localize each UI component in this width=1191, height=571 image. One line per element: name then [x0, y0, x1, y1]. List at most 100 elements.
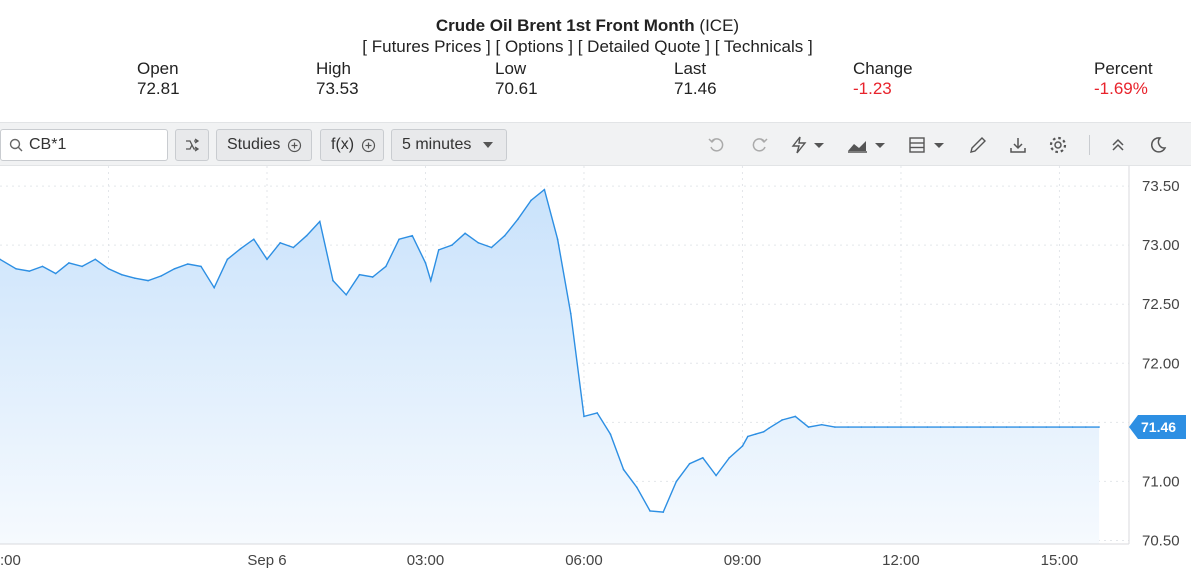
caret-down-icon — [483, 142, 494, 148]
redo-icon[interactable] — [747, 134, 771, 156]
price-point — [741, 445, 744, 447]
price-point — [385, 265, 387, 268]
stat-label: High — [316, 59, 351, 78]
price-point — [0, 258, 1, 261]
fx-label: f(x) — [331, 136, 355, 153]
price-area — [0, 189, 1100, 544]
price-point — [913, 426, 915, 428]
y-tick-label: 72.50 — [1142, 296, 1180, 313]
add-circle-icon — [361, 138, 376, 153]
price-point — [715, 474, 717, 477]
dark-mode-icon[interactable] — [1146, 134, 1170, 156]
price-point — [503, 234, 506, 237]
undo-icon[interactable] — [705, 134, 729, 156]
stat-label: Low — [495, 59, 527, 78]
price-point — [1005, 426, 1008, 428]
price-point — [1019, 426, 1021, 428]
detailed-quote-link[interactable]: Detailed Quote — [587, 37, 701, 56]
price-point — [543, 188, 546, 191]
price-point — [636, 486, 638, 489]
download-icon[interactable] — [1006, 134, 1030, 156]
last-price-tag: 71.46 — [1129, 415, 1186, 440]
last-price-tag-shape — [1129, 415, 1186, 440]
price-point — [464, 232, 466, 235]
interval-select[interactable]: 5 minutes — [391, 129, 507, 161]
price-point — [702, 456, 704, 459]
stat-percent: Percent -1.69% — [1094, 59, 1153, 99]
price-point — [371, 276, 374, 278]
gear-icon[interactable] — [1046, 134, 1070, 156]
stat-label: Open — [137, 59, 179, 78]
shuffle-icon — [184, 137, 200, 153]
fx-button[interactable]: f(x) — [320, 129, 384, 161]
last-price-label: 71.46 — [1141, 419, 1176, 435]
stat-value: 72.81 — [137, 79, 180, 98]
price-point — [437, 249, 440, 251]
price-point — [279, 241, 282, 244]
compare-button[interactable] — [175, 129, 209, 161]
price-point — [596, 412, 598, 414]
price-point — [966, 426, 968, 428]
stat-value: -1.69% — [1094, 79, 1148, 98]
price-point — [319, 220, 321, 223]
pencil-icon[interactable] — [966, 134, 990, 156]
studies-label: Studies — [227, 136, 281, 153]
price-point — [688, 462, 691, 465]
price-point — [847, 426, 849, 428]
price-point — [754, 433, 757, 435]
price-point — [186, 263, 189, 265]
price-point — [252, 238, 255, 241]
price-point — [762, 430, 765, 433]
price-point — [746, 435, 749, 438]
studies-button[interactable]: Studies — [216, 129, 312, 161]
stat-label: Last — [674, 59, 707, 78]
collapse-icon[interactable] — [1106, 134, 1130, 156]
chart-type-icon[interactable] — [845, 134, 887, 156]
price-point — [266, 258, 268, 261]
price-point — [490, 246, 493, 249]
price-point — [583, 415, 585, 418]
symbol-search[interactable] — [0, 129, 168, 161]
stat-change: Change -1.23 — [853, 59, 913, 99]
price-point — [15, 267, 17, 270]
stat-low: Low 70.61 — [495, 59, 538, 99]
price-point — [28, 270, 31, 272]
price-point — [820, 423, 823, 426]
price-point — [662, 511, 665, 513]
technicals-link[interactable]: Technicals — [723, 37, 804, 56]
price-point — [926, 426, 929, 428]
y-tick-label: 71.00 — [1142, 473, 1180, 490]
price-point — [794, 415, 797, 418]
price-point — [332, 279, 334, 282]
chart-title: Crude Oil Brent 1st Front Month (ICE) — [0, 16, 1175, 36]
price-point — [1085, 426, 1087, 428]
x-tick-label: 12:00 — [882, 552, 920, 569]
stat-value: 71.46 — [674, 79, 717, 98]
templates-icon[interactable] — [906, 134, 948, 156]
options-link[interactable]: Options — [504, 37, 564, 56]
instrument-name: Crude Oil Brent 1st Front Month — [435, 16, 695, 35]
x-tick-label: 06:00 — [565, 552, 603, 569]
exchange-name: (ICE) — [699, 16, 740, 35]
symbol-input[interactable] — [29, 136, 149, 154]
price-point — [292, 246, 295, 249]
price-points — [0, 188, 1100, 513]
lightning-icon[interactable] — [787, 134, 827, 156]
stat-value: -1.23 — [853, 79, 892, 98]
stat-label: Percent — [1094, 59, 1153, 78]
futures-prices-link[interactable]: Futures Prices — [371, 37, 482, 56]
price-point — [160, 275, 163, 277]
stat-label: Change — [853, 59, 913, 78]
x-tick-label: 15:00 — [1041, 552, 1079, 569]
quote-links: [ Futures Prices ] [ Options ] [ Detaile… — [362, 37, 813, 56]
price-point — [398, 238, 400, 241]
price-point — [54, 272, 57, 275]
price-point — [781, 419, 783, 421]
price-point — [424, 262, 427, 264]
price-point — [1045, 426, 1048, 428]
price-point — [768, 427, 770, 430]
price-point — [530, 199, 532, 202]
price-point — [952, 426, 955, 428]
